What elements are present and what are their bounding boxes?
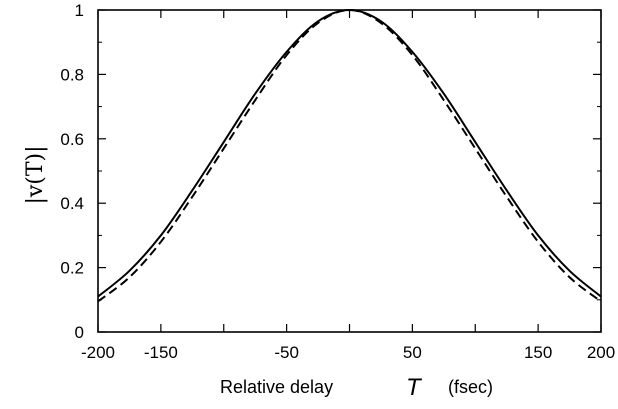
x-tick-label: 50: [403, 343, 422, 362]
series-line-solid: [97, 9, 602, 298]
series-lines: [97, 9, 602, 303]
axis-ticks: [97, 9, 602, 333]
series-line-dashed: [97, 9, 602, 303]
y-tick-label: 0.4: [60, 194, 84, 213]
y-tick-label: 0.2: [60, 259, 84, 278]
x-tick-label: 150: [524, 343, 552, 362]
y-tick-label: 0.8: [60, 65, 84, 84]
x-axis-unit: (fsec): [448, 377, 493, 397]
x-axis-label: Relative delay: [220, 377, 333, 397]
x-tick-label: -150: [144, 343, 178, 362]
y-tick-label: 0.6: [60, 130, 84, 149]
y-axis-label: |v(T)|: [23, 145, 48, 204]
x-tick-label: -50: [274, 343, 299, 362]
y-tick-label: 0: [75, 323, 84, 342]
x-axis-symbol: T: [406, 374, 423, 401]
x-axis-title: Relative delay T (fsec): [220, 374, 493, 401]
plot-frame: [97, 9, 602, 333]
x-tick-label: 200: [587, 343, 615, 362]
y-tick-label: 1: [75, 1, 84, 20]
x-tick-label: -200: [81, 343, 115, 362]
tick-labels: -200 -150 -50 50 150 200 0 0.2 0.4 0.6 0.8 1: [60, 1, 615, 362]
